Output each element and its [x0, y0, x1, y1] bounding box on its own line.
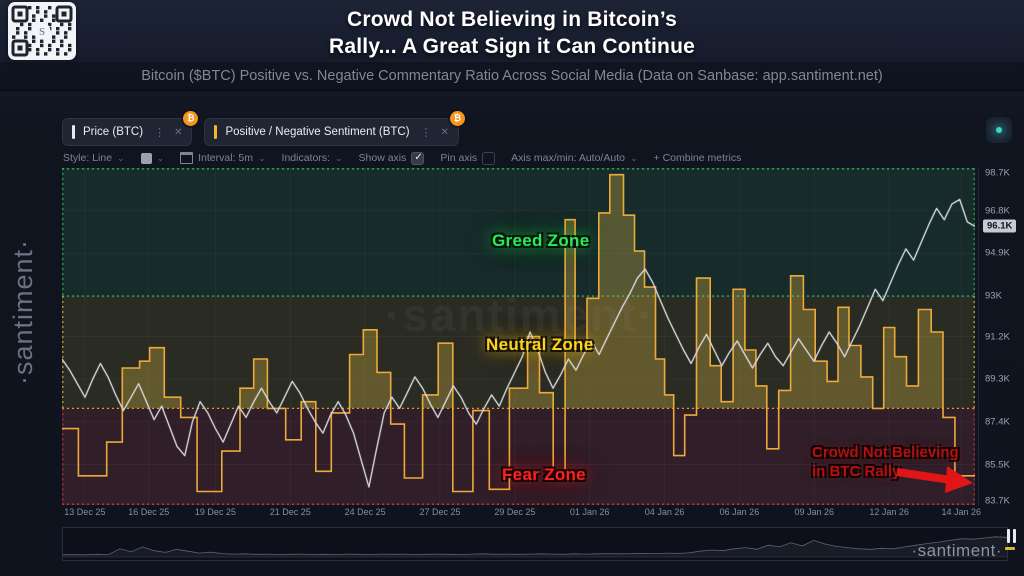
callout-line1: Crowd Not Believing	[812, 444, 959, 461]
neutral-zone-label: Neutral Zone	[486, 335, 594, 354]
qr-code: S	[8, 2, 76, 60]
sentiment-step-line	[62, 173, 975, 493]
y-axis-label: 85.5K	[985, 459, 1010, 471]
x-axis-label: 12 Jan 26	[869, 507, 909, 517]
y-axis-label: 94.9K	[985, 247, 1010, 259]
x-axis-label: 27 Dec 25	[419, 507, 461, 517]
greed-zone-label: Greed Zone	[492, 231, 590, 250]
tab-menu-icon[interactable]: ⋮	[420, 126, 432, 139]
color-swatch-dropdown[interactable]: ⌄	[140, 152, 165, 164]
show-axis-checkbox[interactable]	[411, 151, 425, 165]
tab-close-icon[interactable]: ✕	[174, 126, 183, 138]
chart-plot-area[interactable]	[62, 168, 975, 505]
indicators-dropdown[interactable]: Indicators: ⌄	[282, 152, 343, 164]
y-axis[interactable]: 98.7K 96.8K 94.9K 93K 91.2K 89.3K 87.4K 85.5K 83…	[982, 167, 1024, 507]
calendar-icon	[180, 152, 194, 164]
indicators-label: Indicators:	[281, 152, 330, 164]
axis-maxmin-dropdown[interactable]: Axis max/min: Auto/Auto ⌄	[511, 152, 637, 164]
chevron-down-icon: ⌄	[629, 152, 638, 163]
sidebar-watermark: ·santiment·	[8, 238, 38, 386]
center-watermark: ·santiment·	[385, 289, 655, 341]
page-title: Crowd Not Believing in Bitcoin’s Rally..…	[0, 6, 1024, 60]
tab-menu-icon[interactable]: ⋮	[154, 126, 166, 139]
interval-dropdown[interactable]: Interval: 5m ⌄	[180, 152, 266, 164]
color-swatch-icon	[140, 152, 152, 164]
chart-canvas[interactable]	[62, 168, 975, 505]
callout-line2: in BTC Rally	[812, 463, 901, 480]
x-axis-label: 24 Dec 25	[344, 507, 386, 517]
show-axis-toggle[interactable]: Show axis	[358, 151, 425, 165]
chevron-down-icon: ⌄	[334, 152, 343, 163]
combine-metrics-button[interactable]: + Combine metrics	[654, 152, 742, 164]
current-price-badge: 96.1K	[983, 219, 1017, 233]
x-axis-label: 19 Dec 25	[194, 507, 236, 517]
interval-label: Interval: 5m	[198, 152, 253, 164]
price-line	[62, 198, 975, 488]
x-axis-label: 09 Jan 26	[794, 507, 835, 517]
x-axis-label: 14 Jan 26	[941, 507, 982, 517]
x-axis[interactable]: 13 Dec 25 16 Dec 25 19 Dec 25 21 Dec 25 24 D…	[62, 507, 981, 521]
chevron-down-icon: ⌄	[257, 152, 266, 163]
zone-band	[62, 168, 975, 297]
x-axis-label: 01 Jan 26	[569, 507, 610, 517]
show-axis-label: Show axis	[358, 152, 407, 164]
red-arrow-icon	[896, 466, 973, 493]
tab-accent-bar	[214, 125, 218, 139]
qr-code-pattern: S	[11, 5, 73, 57]
sentiment-area	[122, 174, 943, 409]
title-line1: Crowd Not Believing in Bitcoin’s	[347, 8, 677, 31]
x-axis-label: 13 Dec 25	[64, 507, 106, 517]
style-label: Style: Line	[63, 152, 113, 164]
y-axis-label: 91.2K	[985, 331, 1010, 342]
minimap-price-preview	[62, 536, 1008, 556]
pin-axis-checkbox[interactable]	[482, 151, 496, 165]
tab-close-icon[interactable]: ✕	[440, 126, 449, 138]
x-axis-label: 29 Dec 25	[494, 507, 536, 517]
y-axis-label: 83.7K	[985, 495, 1010, 507]
bitcoin-badge-icon: ₿	[449, 111, 465, 126]
pause-icon[interactable]	[1005, 529, 1019, 550]
tab-label: Positive / Negative Sentiment (BTC)	[225, 126, 410, 138]
zone-band	[62, 296, 975, 409]
x-axis-label: 21 Dec 25	[269, 507, 311, 517]
tab-price-btc[interactable]: Price (BTC) ⋮ ✕ ₿	[62, 111, 199, 146]
y-axis-label: 98.7K	[985, 167, 1010, 179]
tab-accent-bar	[72, 125, 75, 139]
tab-sentiment-btc[interactable]: Positive / Negative Sentiment (BTC) ⋮ ✕ …	[204, 111, 465, 146]
bitcoin-badge-icon: ₿	[183, 111, 199, 126]
page-subtitle: Bitcoin ($BTC) Positive vs. Negative Com…	[141, 68, 883, 84]
footer-watermark: ·santiment·	[911, 541, 1002, 560]
metric-tabs: Price (BTC) ⋮ ✕ ₿ Positive / Negative Se…	[62, 111, 465, 146]
pin-axis-toggle[interactable]: Pin axis	[440, 151, 496, 165]
minimap-sparkline	[62, 536, 1008, 558]
y-axis-line	[978, 168, 979, 505]
chevron-down-icon: ⌄	[117, 152, 125, 163]
chart-toolbar: Style: Line ⌄ ⌄ Interval: 5m ⌄ Indicator…	[63, 149, 741, 167]
y-axis-label: 87.4K	[985, 416, 1010, 428]
yellow-dash-icon	[1005, 547, 1015, 550]
zone-band	[62, 408, 975, 505]
tab-label: Price (BTC)	[83, 126, 144, 138]
santiment-logo-icon: S	[39, 26, 45, 38]
style-dropdown[interactable]: Style: Line ⌄	[63, 152, 125, 164]
y-axis-label: 96.8K	[985, 205, 1010, 217]
timeline-minimap[interactable]	[62, 527, 1008, 561]
axis-maxmin-label: Axis max/min: Auto/Auto	[511, 152, 625, 164]
teal-glow-icon	[996, 127, 1002, 133]
x-axis-label: 06 Jan 26	[719, 507, 760, 517]
chart-settings-button[interactable]	[986, 117, 1012, 143]
pin-axis-label: Pin axis	[440, 152, 478, 164]
x-axis-label: 04 Jan 26	[644, 507, 685, 517]
y-axis-label: 93K	[985, 290, 1002, 302]
x-axis-label: 16 Dec 25	[128, 507, 170, 517]
callout-annotation: Crowd Not Believing in BTC Rally	[812, 443, 959, 481]
combine-metrics-label: + Combine metrics	[653, 152, 742, 164]
y-axis-label: 89.3K	[985, 373, 1010, 385]
title-line2: Rally... A Great Sign it Can Continue	[329, 35, 695, 58]
subtitle-band: Bitcoin ($BTC) Positive vs. Negative Com…	[0, 61, 1024, 91]
fear-zone-label: Fear Zone	[502, 465, 586, 484]
chevron-down-icon: ⌄	[156, 152, 165, 163]
